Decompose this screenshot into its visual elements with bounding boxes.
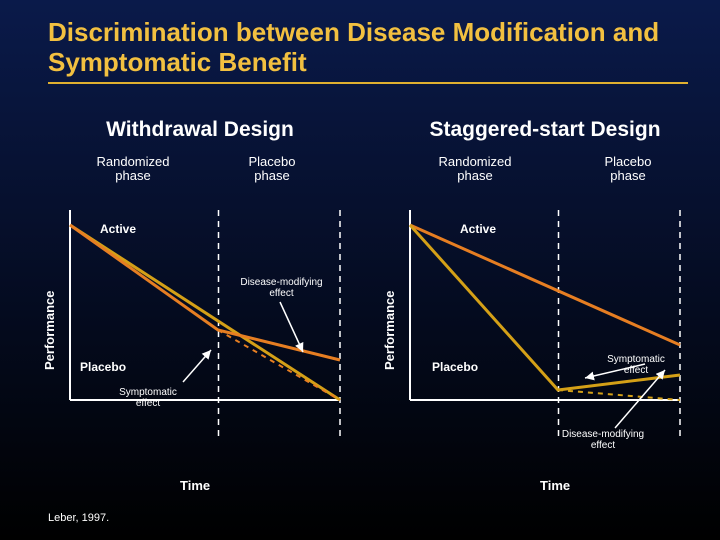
left-phase1: Randomized phase [78,155,188,184]
left-active-label: Active [100,222,136,236]
title-text: Discrimination between Disease Modificat… [48,17,659,77]
left-chart [65,210,345,450]
right-x-axis: Time [540,478,570,493]
right-placebo-label: Placebo [432,360,478,374]
right-phase2: Placebo phase [588,155,668,184]
left-y-axis: Performance [42,250,57,370]
right-symp-label: Symptomatic effect [596,355,676,376]
left-symp-label: Symptomatic effect [108,388,188,409]
right-phase1: Randomized phase [420,155,530,184]
left-x-axis: Time [180,478,210,493]
left-dm-label: Disease-modifying effect [234,278,329,299]
right-subtitle: Staggered-start Design [400,118,690,142]
slide-title: Discrimination between Disease Modificat… [48,18,690,84]
right-chart [405,210,685,450]
right-active-label: Active [460,222,496,236]
right-y-axis: Performance [382,250,397,370]
title-underline [48,82,688,84]
citation: Leber, 1997. [48,512,109,524]
left-subtitle: Withdrawal Design [70,118,330,142]
right-dm-label: Disease-modifying effect [548,430,658,451]
left-placebo-label: Placebo [80,360,126,374]
left-phase2: Placebo phase [232,155,312,184]
